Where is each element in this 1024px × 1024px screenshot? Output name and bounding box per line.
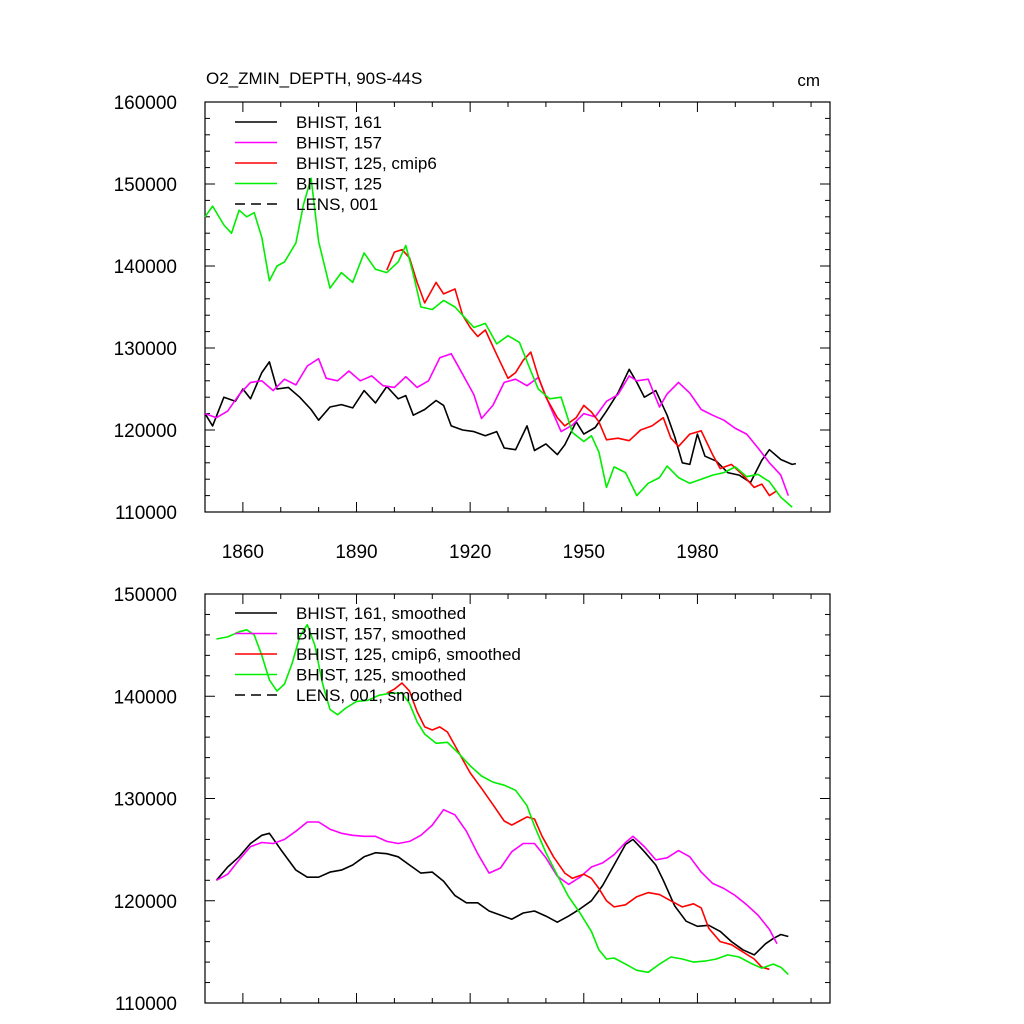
legend-label: BHIST, 125, cmip6, smoothed bbox=[296, 645, 521, 664]
series-line-0 bbox=[204, 361, 797, 484]
y-tick-label: 140000 bbox=[114, 687, 177, 708]
y-tick-label: 150000 bbox=[114, 175, 177, 196]
chart-title: O2_ZMIN_DEPTH, 90S-44S bbox=[206, 69, 422, 88]
top-panel: 1860 1890 1920 1950 1980 110000 120000 130000 14… bbox=[114, 93, 831, 563]
y-tick-label: 130000 bbox=[114, 790, 177, 811]
legend-label: LENS, 001 bbox=[296, 195, 378, 214]
y-tick-label: 130000 bbox=[114, 339, 177, 360]
bottom-panel: 110000 120000 130000 140000 150000 BHIST, 161… bbox=[114, 585, 831, 1015]
y-tick-label: 160000 bbox=[114, 93, 177, 114]
series-line-1 bbox=[216, 808, 778, 945]
legend-label: BHIST, 125, smoothed bbox=[296, 666, 466, 685]
legend-label: BHIST, 157 bbox=[296, 134, 382, 153]
plot-frame bbox=[204, 101, 831, 513]
legend-label: BHIST, 125 bbox=[296, 175, 382, 194]
series-line-3 bbox=[216, 623, 789, 975]
series-line-1 bbox=[204, 352, 790, 496]
series-line-2 bbox=[386, 248, 778, 497]
y-tick-label: 120000 bbox=[114, 421, 177, 442]
x-tick-label: 1980 bbox=[676, 542, 718, 563]
y-tick-label: 110000 bbox=[115, 994, 177, 1015]
legend-label: BHIST, 161, smoothed bbox=[296, 604, 466, 623]
series-line-0 bbox=[215, 832, 789, 956]
legend-label: BHIST, 125, cmip6 bbox=[296, 154, 437, 173]
y-tick-label: 120000 bbox=[114, 892, 177, 913]
x-tick-label: 1890 bbox=[335, 542, 377, 563]
y-tick-label: 150000 bbox=[114, 585, 177, 606]
y-tick-label: 110000 bbox=[115, 503, 177, 524]
series-line-2 bbox=[386, 682, 770, 971]
x-tick-label: 1920 bbox=[449, 542, 491, 563]
x-tick-label: 1950 bbox=[563, 542, 605, 563]
units-label: cm bbox=[797, 71, 820, 90]
legend-label: BHIST, 161 bbox=[296, 113, 382, 132]
series-line-3 bbox=[204, 177, 793, 508]
legend-label: BHIST, 157, smoothed bbox=[296, 625, 466, 644]
legend-label: LENS, 001, smoothed bbox=[296, 686, 462, 705]
y-tick-label: 140000 bbox=[114, 257, 177, 278]
x-tick-label: 1860 bbox=[222, 542, 264, 563]
